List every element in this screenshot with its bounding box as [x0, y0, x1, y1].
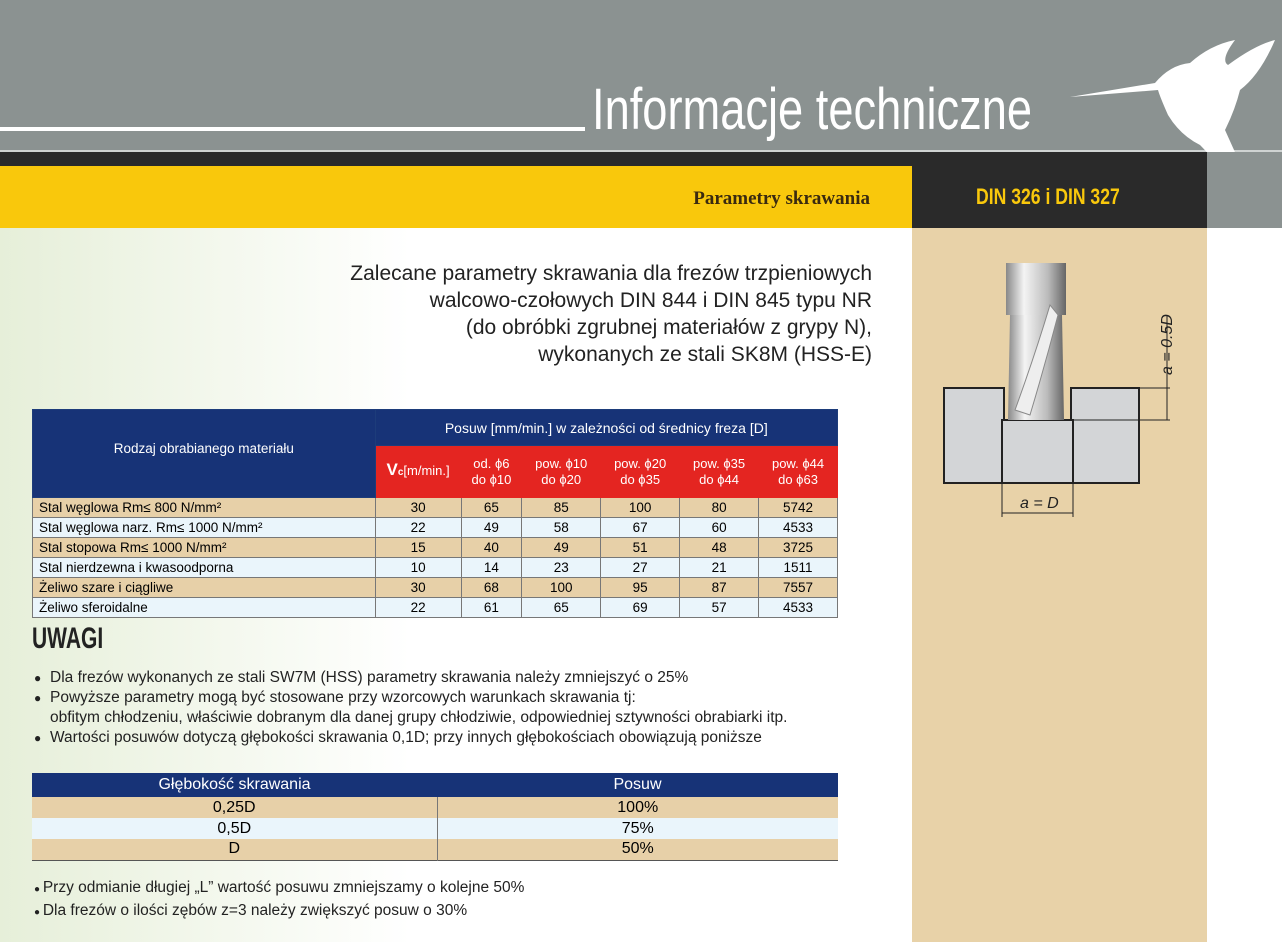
value-cell: 5742	[758, 497, 838, 518]
intro-line: walcowo-czołowych DIN 844 i DIN 845 typu…	[429, 289, 872, 312]
value-cell: 3725	[758, 537, 838, 558]
value-cell: 51	[600, 537, 681, 558]
intro-line: wykonanych ze stali SK8M (HSS-E)	[538, 343, 872, 366]
value-cell: 21	[679, 557, 760, 578]
footnotes: ● Przy odmianie długiej „L” wartość posu…	[34, 877, 524, 923]
divider	[0, 150, 1282, 152]
note-continuation: obfitym chłodzeniu, właściwie dobranym d…	[50, 709, 788, 726]
depth-cell: D	[32, 839, 438, 860]
footnote: ● Dla frezów o ilości zębów z=3 należy z…	[34, 902, 468, 919]
intro-line: (do obróbki zgrubnej materiałów z grypy …	[465, 316, 872, 339]
value-cell: 68	[460, 577, 523, 598]
table-row: Stal węglowa Rm≤ 800 N/mm² 30 65 85 100 80 574…	[32, 497, 838, 518]
header-banner: Informacje techniczne	[0, 0, 1282, 155]
value-cell: 7557	[758, 577, 838, 598]
table-row: D 50%	[32, 839, 838, 860]
note-item: ● Powyższe parametry mogą być stosowane p…	[34, 689, 636, 706]
diameter-column-header: pow. ϕ44 do ϕ63	[758, 445, 838, 498]
table-row: Stal węglowa narz. Rm≤ 1000 N/mm² 22 49 58 6…	[32, 517, 838, 538]
notes-list: ● Dla frezów wykonanych ze stali SW7M (HS…	[34, 668, 787, 748]
diameter-column-header: pow. ϕ10 do ϕ20	[521, 445, 602, 498]
table-row: Stal stopowa Rm≤ 1000 N/mm² 15 40 49 51 48 372…	[32, 537, 838, 558]
cutting-parameters-table: Rodzaj obrabianego materiału Posuw [mm/m…	[32, 409, 839, 618]
standard-box: DIN 326 i DIN 327	[912, 166, 1207, 228]
value-cell: 4533	[758, 517, 838, 538]
feed-header: Posuw [mm/min.] w zależności od średnicy…	[374, 409, 839, 446]
header-corner	[1207, 152, 1282, 228]
dark-band	[0, 152, 1207, 166]
value-cell: 22	[374, 597, 462, 618]
value-cell: 95	[600, 577, 681, 598]
value-cell: 80	[679, 497, 760, 518]
value-cell: 65	[521, 597, 602, 618]
feed-cell: 75%	[437, 818, 838, 839]
material-cell: Stal stopowa Rm≤ 1000 N/mm²	[32, 537, 376, 558]
feed-cell: 50%	[437, 839, 838, 860]
value-cell: 27	[600, 557, 681, 578]
value-cell: 58	[521, 517, 602, 538]
depth-header: Głębokość skrawania	[32, 773, 437, 797]
diameter-column-header: pow. ϕ20 do ϕ35	[600, 445, 681, 498]
value-cell: 40	[460, 537, 523, 558]
notes-title: UWAGI	[32, 622, 104, 655]
value-cell: 49	[460, 517, 523, 538]
footnote: ● Przy odmianie długiej „L” wartość posu…	[34, 879, 525, 896]
material-cell: Żeliwo sferoidalne	[32, 597, 376, 618]
section-title: Parametry skrawania	[693, 188, 870, 209]
page-title: Informacje techniczne	[592, 77, 1033, 142]
value-cell: 15	[374, 537, 462, 558]
material-cell: Żeliwo szare i ciągliwe	[32, 577, 376, 598]
material-header: Rodzaj obrabianego materiału	[32, 409, 376, 498]
depth-cell: 0,25D	[32, 797, 438, 818]
depth-label: a = 0.5D	[1159, 314, 1176, 375]
value-cell: 61	[460, 597, 523, 618]
value-cell: 23	[521, 557, 602, 578]
value-cell: 100	[521, 577, 602, 598]
value-cell: 87	[679, 577, 760, 598]
value-cell: 10	[374, 557, 462, 578]
feed-cell: 100%	[437, 797, 838, 818]
diameter-column-header: od. ϕ6 do ϕ10	[460, 445, 523, 498]
value-cell: 67	[600, 517, 681, 538]
value-cell: 69	[600, 597, 681, 618]
divider	[0, 127, 585, 131]
value-cell: 65	[460, 497, 523, 518]
table-row: Żeliwo sferoidalne 22 61 65 69 57 4533	[32, 597, 838, 618]
material-cell: Stal węglowa Rm≤ 800 N/mm²	[32, 497, 376, 518]
intro-line: Zalecane parametry skrawania dla frezów …	[350, 262, 872, 285]
value-cell: 57	[679, 597, 760, 618]
value-cell: 30	[374, 577, 462, 598]
value-cell: 49	[521, 537, 602, 558]
depth-table: Głębokość skrawania Posuw 0,25D 100% 0,5D 7…	[32, 773, 838, 861]
material-cell: Stal węglowa narz. Rm≤ 1000 N/mm²	[32, 517, 376, 538]
value-cell: 100	[600, 497, 681, 518]
value-cell: 48	[679, 537, 760, 558]
width-label: a = D	[1020, 495, 1059, 512]
table-row: Żeliwo szare i ciągliwe 30 68 100 95 87 7557	[32, 577, 838, 598]
depth-cell: 0,5D	[32, 818, 438, 839]
table-row: 0,5D 75%	[32, 818, 838, 839]
value-cell: 14	[460, 557, 523, 578]
diameter-column-header: pow. ϕ35 do ϕ44	[679, 445, 760, 498]
table-row: Stal nierdzewna i kwasoodporna 10 14 23 27 21…	[32, 557, 838, 578]
material-cell: Stal nierdzewna i kwasoodporna	[32, 557, 376, 578]
value-cell: 1511	[758, 557, 838, 578]
section-bar: Parametry skrawania	[0, 166, 912, 228]
note-item: ● Wartości posuwów dotyczą głębokości skr…	[34, 729, 762, 746]
value-cell: 85	[521, 497, 602, 518]
value-cell: 30	[374, 497, 462, 518]
table-row: 0,25D 100%	[32, 797, 838, 818]
intro-text: Zalecane parametry skrawania dla frezów …	[350, 260, 872, 368]
value-cell: 60	[679, 517, 760, 538]
note-item: ● Dla frezów wykonanych ze stali SW7M (HS…	[34, 669, 689, 686]
value-cell: 22	[374, 517, 462, 538]
end-mill-diagram: a = 0.5D a = D	[943, 263, 1176, 517]
value-cell: 4533	[758, 597, 838, 618]
standard-label: DIN 326 i DIN 327	[976, 184, 1120, 209]
feed-header: Posuw	[437, 773, 838, 797]
vc-header: Vc[m/min.]	[374, 445, 462, 498]
